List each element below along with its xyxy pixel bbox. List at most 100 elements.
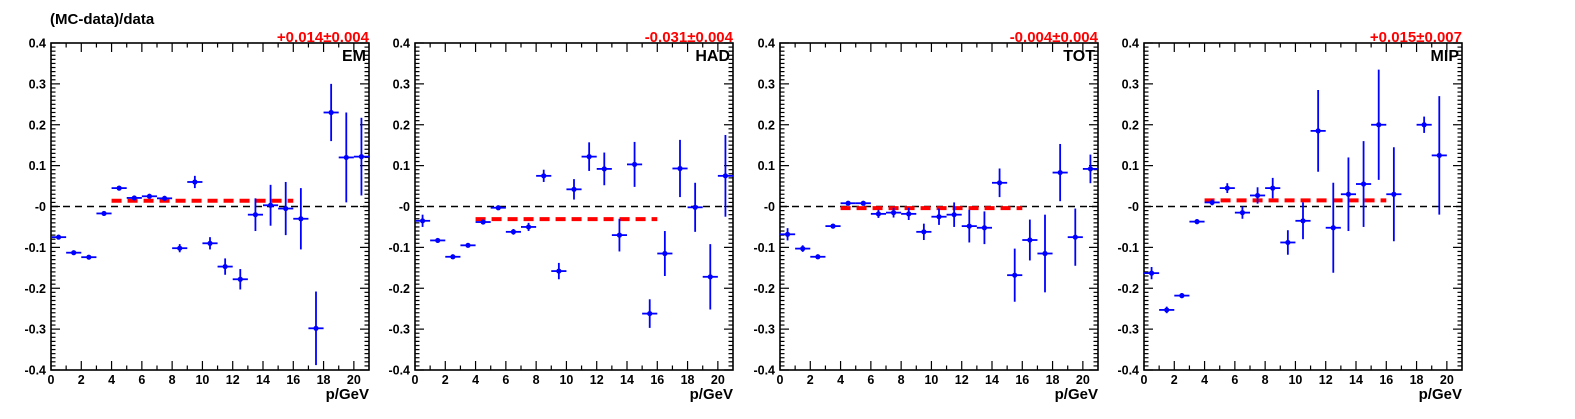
data-marker (1148, 270, 1155, 276)
y-tick-label: -0 (1128, 200, 1139, 214)
data-point (1250, 187, 1266, 204)
data-point (1159, 306, 1175, 314)
data-marker (541, 173, 547, 179)
data-point (961, 209, 977, 243)
data-point (1082, 154, 1098, 184)
x-axis-title: p/GeV (1055, 386, 1098, 403)
data-point (916, 223, 932, 241)
data-point (870, 209, 886, 218)
panel-label: EM (342, 48, 366, 65)
data-point (1386, 147, 1402, 242)
data-point (323, 83, 339, 142)
data-marker (1360, 181, 1367, 187)
y-tick-label: 0.1 (393, 159, 410, 173)
data-marker (480, 219, 486, 225)
data-marker (1027, 237, 1033, 243)
chart-panel-tot: -0.4 -0.3 -0.2 -0.1 -0 0.1 0.2 0.3 0.4 0 2 4 6 8 10 12 1… (753, 29, 1099, 403)
x-tick-label: 10 (559, 373, 573, 387)
fit-result-label: +0.014±0.004 (277, 29, 370, 46)
data-marker (556, 268, 562, 274)
x-tick-label: 0 (777, 373, 784, 387)
data-point (157, 195, 173, 201)
data-marker (921, 229, 927, 235)
x-tick-label: 6 (138, 373, 145, 387)
y-tick-label: -0.4 (24, 364, 46, 378)
data-marker (283, 205, 289, 212)
data-marker (936, 214, 942, 220)
y-tick-label: -0.1 (24, 241, 46, 255)
x-tick-label: 2 (78, 373, 85, 387)
data-marker (252, 212, 259, 218)
data-point (1052, 143, 1068, 202)
data-marker (71, 250, 77, 256)
data-marker (1391, 191, 1397, 197)
data-marker (890, 210, 897, 216)
data-point (840, 200, 856, 206)
data-point (795, 245, 811, 252)
data-marker (328, 109, 334, 116)
x-tick-label: 8 (1262, 373, 1269, 387)
y-tick-label: 0.2 (758, 118, 775, 132)
data-marker (1194, 219, 1200, 225)
data-point (247, 198, 263, 232)
y-tick-label: -0.3 (1117, 323, 1139, 337)
data-marker (631, 161, 638, 167)
data-point (810, 254, 826, 260)
y-tick-label: 0.3 (1122, 77, 1139, 91)
data-marker (722, 173, 729, 179)
data-marker (601, 166, 607, 172)
data-point (1037, 214, 1053, 293)
data-marker (1315, 128, 1321, 134)
data-point (1144, 266, 1160, 280)
data-point (1280, 230, 1296, 255)
data-marker (875, 211, 882, 217)
panel-label: MIP (1431, 48, 1460, 65)
data-point (992, 168, 1008, 198)
data-point (126, 195, 142, 201)
x-tick-label: 16 (1379, 373, 1393, 387)
y-tick-label: 0.3 (758, 77, 775, 91)
x-tick-label: 10 (924, 373, 938, 387)
x-tick-label: 0 (412, 373, 419, 387)
data-marker (1179, 293, 1185, 299)
y-tick-label: 0.4 (29, 37, 46, 51)
data-point (141, 193, 157, 199)
data-marker (1209, 199, 1215, 206)
data-point (172, 244, 188, 253)
data-marker (1087, 166, 1094, 172)
data-point (596, 152, 612, 186)
data-marker (298, 216, 304, 222)
data-marker (800, 246, 806, 252)
y-tick-label: -0.3 (24, 323, 46, 337)
panel-label: HAD (695, 48, 730, 65)
data-marker (101, 210, 107, 217)
data-point (490, 205, 506, 211)
x-tick-label: 2 (807, 373, 814, 387)
x-tick-label: 20 (1076, 373, 1090, 387)
x-tick-label: 4 (837, 373, 844, 387)
data-point (717, 134, 733, 217)
data-marker (951, 212, 957, 218)
x-tick-label: 10 (1288, 373, 1302, 387)
y-tick-label: -0.1 (1117, 241, 1139, 255)
x-tick-label: 20 (1440, 373, 1454, 387)
data-marker (996, 180, 1003, 186)
data-point (1340, 157, 1356, 232)
data-marker (845, 200, 851, 206)
x-tick-label: 4 (108, 373, 115, 387)
data-marker (1224, 185, 1230, 191)
data-point (931, 208, 947, 225)
x-tick-label: 0 (1141, 373, 1148, 387)
fit-result-label: -0.031±0.004 (645, 29, 734, 46)
data-point (1174, 293, 1190, 299)
y-tick-label: -0.1 (388, 241, 410, 255)
data-marker (510, 229, 517, 235)
x-tick-label: 4 (472, 373, 479, 387)
x-tick-label: 2 (442, 373, 449, 387)
data-point (415, 214, 431, 227)
data-marker (177, 245, 183, 251)
data-point (430, 237, 446, 244)
x-tick-label: 8 (898, 373, 905, 387)
y-tick-label: 0.3 (29, 77, 46, 91)
data-marker (1164, 307, 1170, 313)
